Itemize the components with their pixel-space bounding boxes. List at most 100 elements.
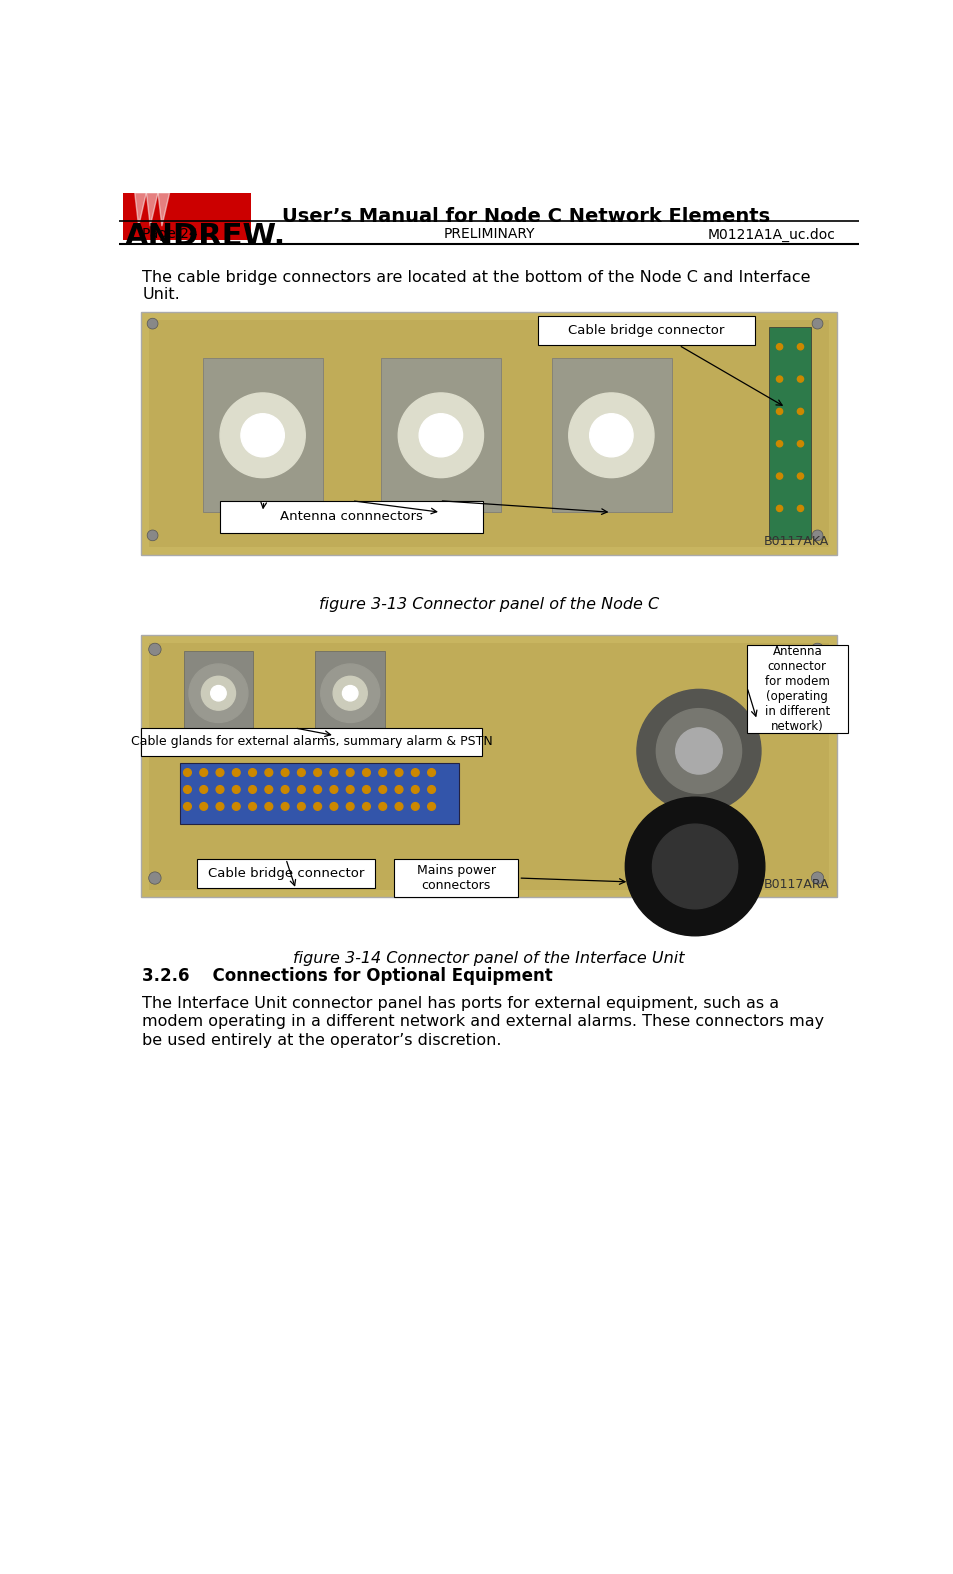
Circle shape <box>249 785 256 793</box>
Text: B0117ARA: B0117ARA <box>762 878 828 891</box>
Circle shape <box>776 474 781 478</box>
Circle shape <box>183 785 192 793</box>
Text: figure 3-14 Connector panel of the Interface Unit: figure 3-14 Connector panel of the Inter… <box>293 951 684 966</box>
Circle shape <box>265 768 273 776</box>
Bar <box>551 359 671 512</box>
Circle shape <box>378 803 386 811</box>
Bar <box>768 327 810 540</box>
Circle shape <box>624 796 764 937</box>
Circle shape <box>797 343 802 349</box>
Circle shape <box>427 785 435 793</box>
Text: modem operating in a different network and external alarms. These connectors may: modem operating in a different network a… <box>142 1014 823 1029</box>
Circle shape <box>362 803 370 811</box>
Circle shape <box>811 318 822 329</box>
Circle shape <box>211 686 226 700</box>
Circle shape <box>147 318 158 329</box>
Circle shape <box>233 803 240 811</box>
Bar <box>141 727 481 756</box>
Circle shape <box>149 644 161 655</box>
Bar <box>183 652 253 735</box>
Bar <box>746 645 847 733</box>
Circle shape <box>342 686 357 700</box>
Circle shape <box>265 803 273 811</box>
Circle shape <box>297 803 305 811</box>
Circle shape <box>568 394 654 477</box>
Circle shape <box>776 376 781 382</box>
Circle shape <box>268 730 293 756</box>
Circle shape <box>776 441 781 447</box>
Circle shape <box>330 768 337 776</box>
Circle shape <box>183 803 192 811</box>
Circle shape <box>776 505 781 512</box>
Circle shape <box>241 414 284 456</box>
Bar <box>149 320 828 546</box>
Circle shape <box>427 803 435 811</box>
Circle shape <box>652 825 737 908</box>
Circle shape <box>395 768 402 776</box>
Text: The cable bridge connectors are located at the bottom of the Node C and Interfac: The cable bridge connectors are located … <box>142 269 810 285</box>
Circle shape <box>346 785 354 793</box>
Circle shape <box>411 785 418 793</box>
Circle shape <box>249 768 256 776</box>
Circle shape <box>346 768 354 776</box>
Circle shape <box>378 785 386 793</box>
Circle shape <box>220 394 305 477</box>
Circle shape <box>330 785 337 793</box>
Circle shape <box>314 785 321 793</box>
Circle shape <box>199 803 208 811</box>
Circle shape <box>225 730 250 756</box>
Circle shape <box>411 803 418 811</box>
Text: PRELIMINARY: PRELIMINARY <box>443 227 534 241</box>
Circle shape <box>297 768 305 776</box>
Circle shape <box>233 768 240 776</box>
Circle shape <box>797 474 802 478</box>
Circle shape <box>265 785 273 793</box>
Circle shape <box>656 708 740 793</box>
Circle shape <box>233 785 240 793</box>
Bar <box>179 762 458 825</box>
Circle shape <box>776 343 781 349</box>
Circle shape <box>216 768 224 776</box>
Text: be used entirely at the operator’s discretion.: be used entirely at the operator’s discr… <box>142 1033 501 1048</box>
Circle shape <box>637 689 760 812</box>
Circle shape <box>281 768 289 776</box>
Bar <box>315 652 385 735</box>
Circle shape <box>395 730 420 756</box>
Bar <box>394 859 517 897</box>
Circle shape <box>249 803 256 811</box>
Circle shape <box>395 803 402 811</box>
Circle shape <box>810 872 822 885</box>
Circle shape <box>281 803 289 811</box>
Circle shape <box>281 785 289 793</box>
Circle shape <box>297 785 305 793</box>
Text: Cable glands for external alarms, summary alarm & PSTN: Cable glands for external alarms, summar… <box>131 735 492 748</box>
Circle shape <box>378 768 386 776</box>
Circle shape <box>320 664 379 722</box>
Text: Unit.: Unit. <box>142 288 180 302</box>
Circle shape <box>797 376 802 382</box>
Circle shape <box>189 664 248 722</box>
Circle shape <box>589 414 633 456</box>
Bar <box>123 192 251 241</box>
Circle shape <box>362 785 370 793</box>
Circle shape <box>330 803 337 811</box>
Circle shape <box>201 677 235 710</box>
Bar <box>537 316 754 345</box>
Bar <box>149 644 828 889</box>
Circle shape <box>216 803 224 811</box>
Text: Cable bridge connector: Cable bridge connector <box>208 867 364 880</box>
Circle shape <box>675 727 721 774</box>
Circle shape <box>353 730 377 756</box>
Text: Antenna
connector
for modem
(operating
in different
network): Antenna connector for modem (operating i… <box>764 645 829 733</box>
Polygon shape <box>158 192 170 227</box>
Circle shape <box>314 768 321 776</box>
Text: figure 3-13 Connector panel of the Node C: figure 3-13 Connector panel of the Node … <box>318 597 659 612</box>
Circle shape <box>797 408 802 414</box>
Bar <box>220 501 483 534</box>
Circle shape <box>149 872 161 885</box>
Circle shape <box>411 768 418 776</box>
Text: Mains power
connectors: Mains power connectors <box>416 864 496 892</box>
Bar <box>141 312 836 554</box>
Circle shape <box>395 785 402 793</box>
Polygon shape <box>134 192 146 227</box>
